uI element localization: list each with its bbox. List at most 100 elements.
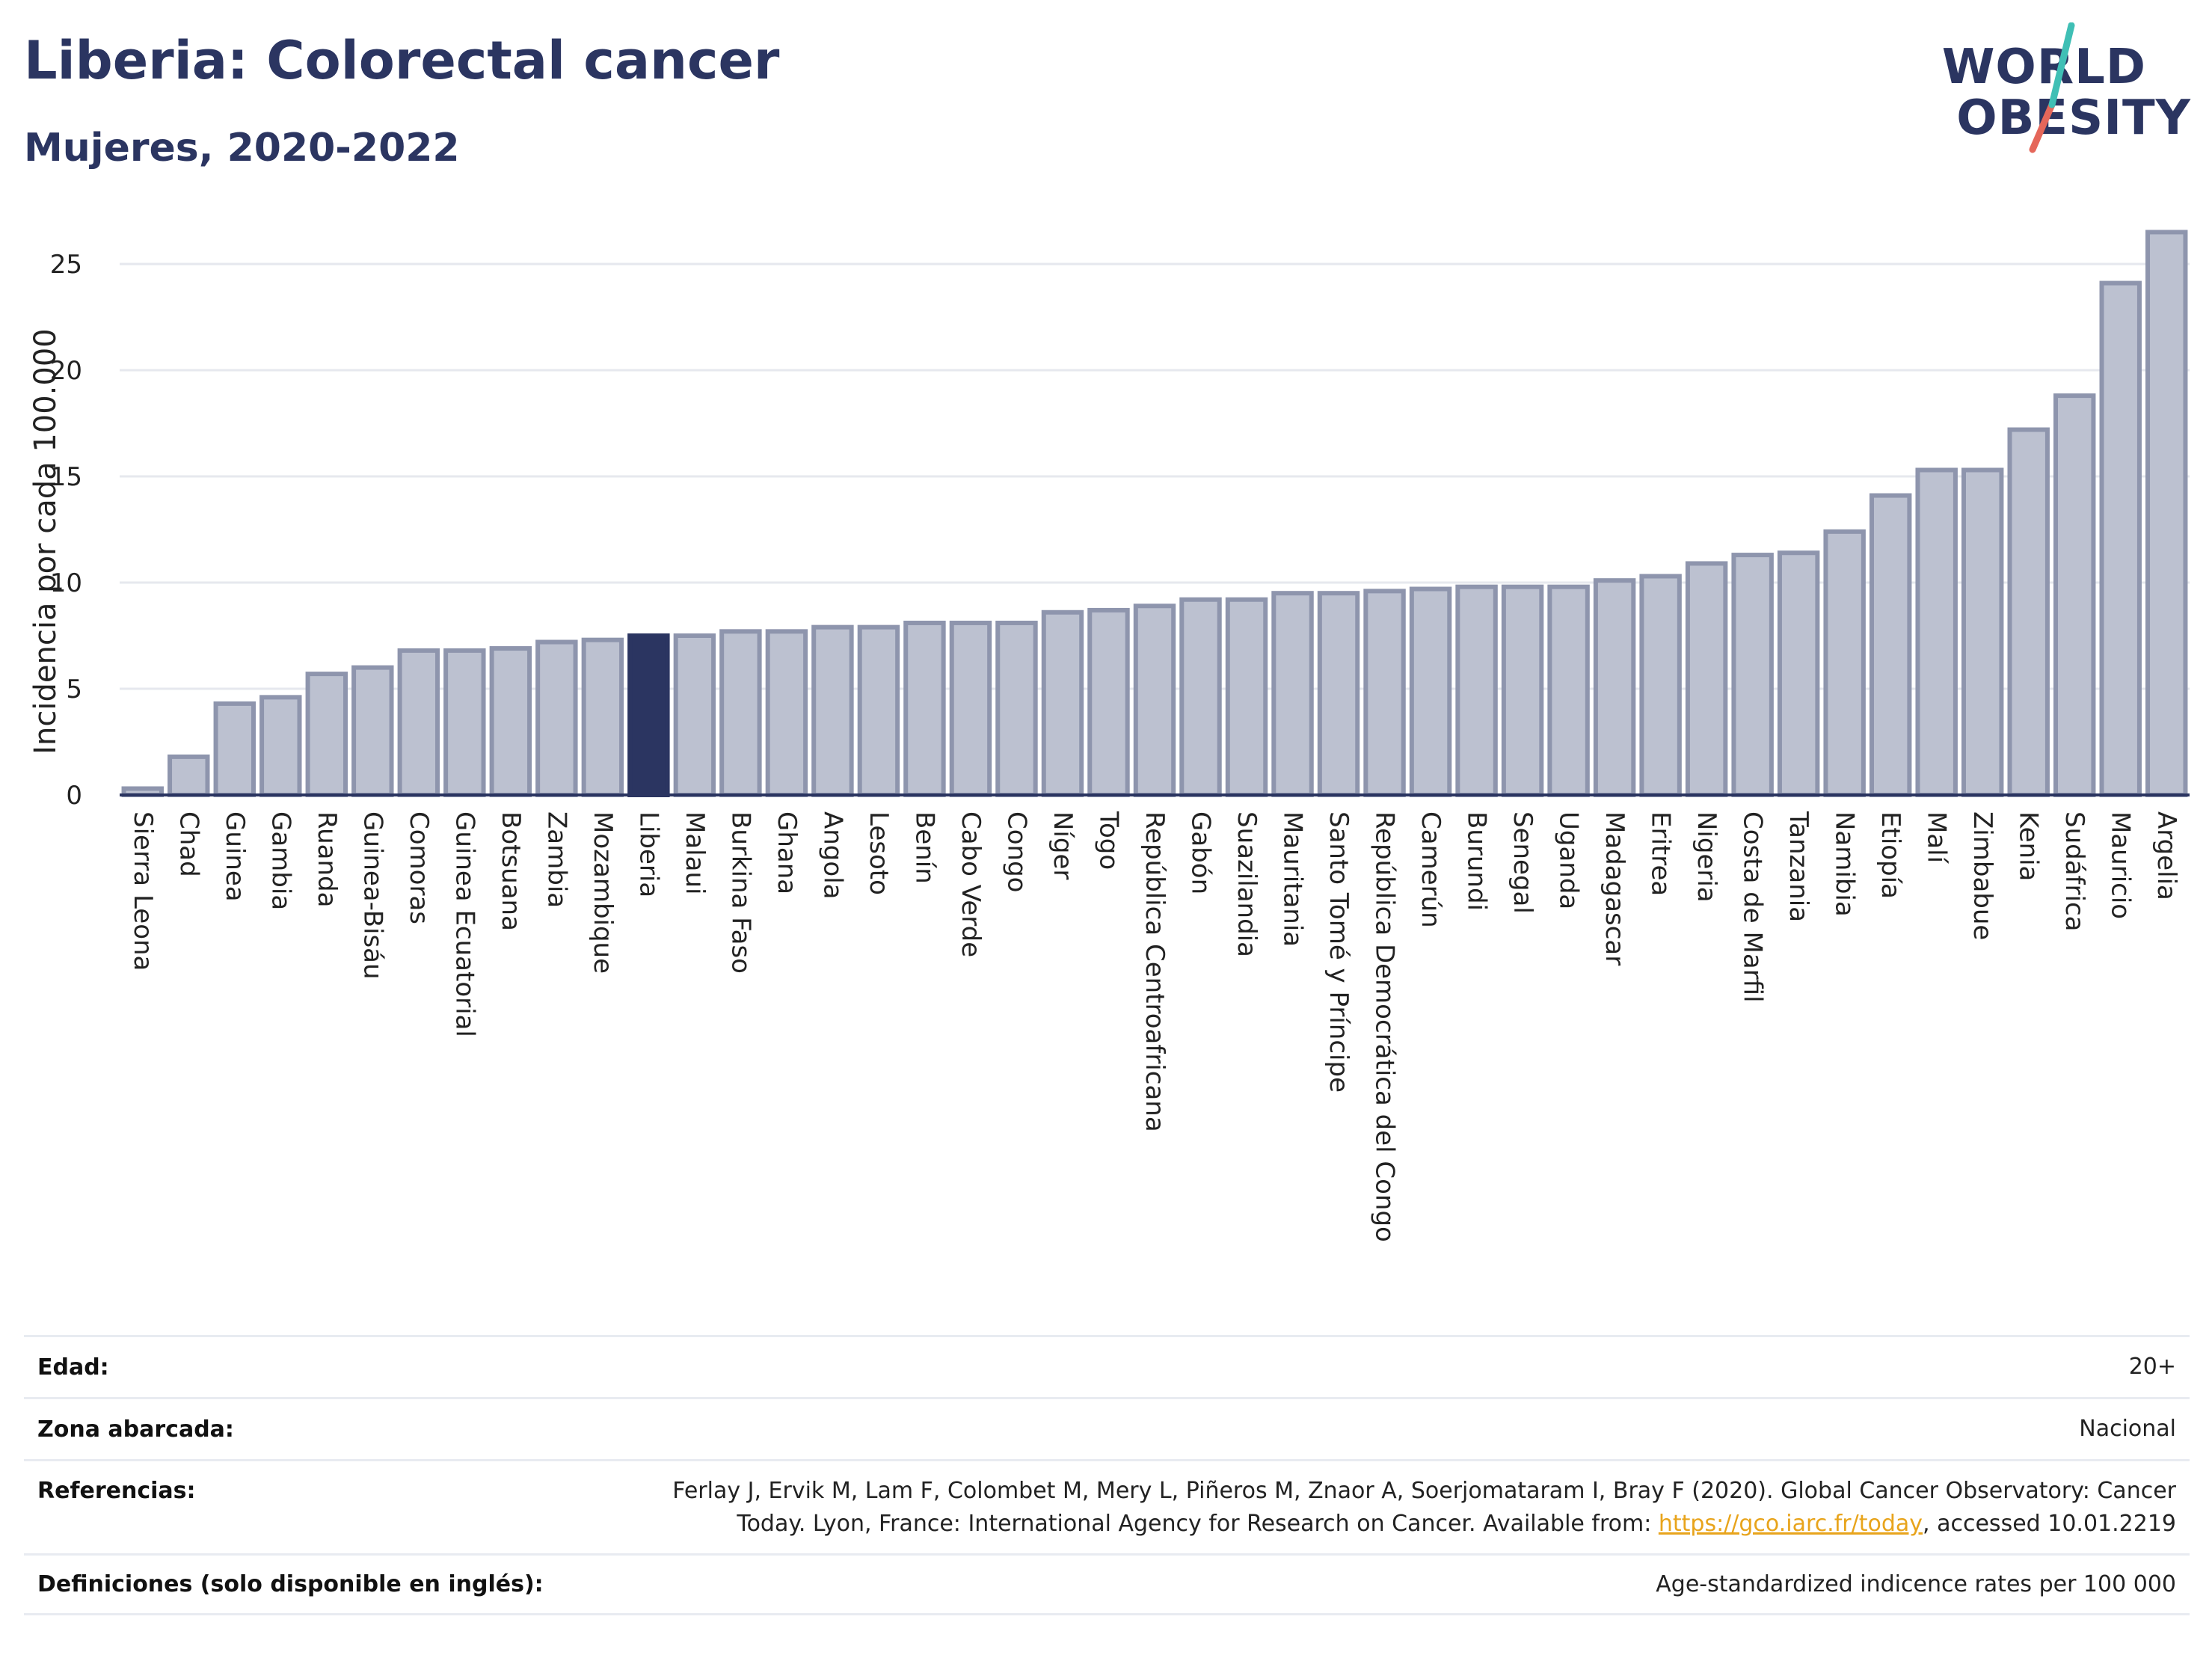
bar-11 [627, 633, 670, 797]
x-tick-label: Angola [817, 811, 847, 899]
y-tick-label: 5 [66, 675, 82, 704]
bar-2 [213, 701, 256, 798]
x-tick-label: Malí [1922, 811, 1952, 865]
x-tick-label: Senegal [1508, 811, 1537, 914]
bar-30 [1501, 584, 1544, 797]
bar-29 [1455, 584, 1498, 797]
meta-label-definitions: Definiciones (solo disponible en inglés)… [37, 1571, 544, 1597]
bar-32 [1593, 578, 1636, 797]
bar-33 [1639, 574, 1682, 797]
x-tick-label: Uganda [1554, 811, 1584, 909]
x-tick-label: Guinea Ecuatorial [449, 811, 479, 1037]
bar-10 [581, 637, 624, 797]
y-axis-label: Incidencia por cada 100.000 [28, 328, 63, 755]
bar-16 [857, 624, 900, 798]
bar-21 [1087, 607, 1130, 797]
bar-40 [1961, 467, 2004, 797]
meta-row-definitions: Definiciones (solo disponible en inglés)… [24, 1553, 2190, 1615]
x-tick-label: Costa de Marfil [1738, 811, 1768, 1003]
x-tick-label: Camerún [1416, 811, 1446, 928]
x-tick-label: Liberia [633, 811, 663, 897]
meta-value-references: Ferlay J, Ervik M, Lam F, Colombet M, Me… [672, 1475, 2176, 1541]
bar-20 [1041, 610, 1084, 798]
bar-22 [1133, 604, 1176, 797]
chart-title: Liberia: Colorectal cancer [24, 30, 780, 91]
bar-4 [305, 672, 348, 797]
bar-44 [2145, 230, 2188, 797]
bar-35 [1731, 553, 1774, 798]
bar-43 [2099, 280, 2142, 797]
bar-26 [1317, 591, 1360, 797]
x-tick-label: Zimbabue [1967, 811, 1997, 940]
bar-28 [1409, 586, 1452, 798]
bar-8 [489, 646, 532, 797]
reference-accessed: , accessed 10.01.2219 [1923, 1511, 2176, 1537]
meta-row-age: Edad: 20+ [24, 1335, 2190, 1397]
x-tick-label: Ruanda [312, 811, 342, 907]
x-tick-label: Madagascar [1600, 811, 1629, 965]
x-tick-label: Togo [1093, 811, 1123, 870]
x-tick-label: Burkina Faso [725, 811, 755, 974]
bar-19 [995, 620, 1038, 798]
x-tick-label: Malaui [680, 811, 710, 894]
bar-42 [2053, 393, 2096, 797]
x-tick-label: Benín [909, 811, 939, 884]
bar-34 [1685, 561, 1728, 797]
bar-18 [949, 620, 992, 798]
bar-36 [1777, 550, 1820, 797]
x-tick-label: Zambia [541, 811, 571, 908]
meta-value-age: 20+ [2128, 1354, 2176, 1380]
meta-label-references: Referencias: [37, 1478, 196, 1504]
x-tick-label: Congo [1001, 811, 1031, 892]
x-tick-label: Mozambique [588, 811, 618, 974]
x-tick-label: Argelia [2151, 811, 2181, 900]
x-tick-label: Mauritania [1278, 811, 1308, 947]
x-tick-label: Etiopía [1875, 811, 1905, 899]
logo-slash-icon [2029, 22, 2075, 153]
bar-6 [397, 648, 440, 797]
reference-line-1: Ferlay J, Ervik M, Lam F, Colombet M, Me… [672, 1478, 2176, 1504]
chart-subtitle: Mujeres, 2020-2022 [24, 126, 460, 171]
bar-1 [168, 754, 210, 798]
bar-15 [811, 624, 854, 798]
bar-27 [1363, 589, 1406, 797]
bar-3 [259, 695, 302, 797]
x-tick-label: Cabo Verde [956, 811, 986, 957]
metadata-table: Edad: 20+ Zona abarcada: Nacional Refere… [24, 1335, 2190, 1615]
x-tick-label: Nigeria [1692, 811, 1721, 903]
meta-value-area: Nacional [2079, 1416, 2176, 1442]
bar-23 [1179, 597, 1222, 797]
x-tick-label: Mauricio [2106, 811, 2136, 919]
reference-link[interactable]: https://gco.iarc.fr/today [1658, 1511, 1923, 1537]
bar-41 [2007, 427, 2050, 798]
x-tick-label: Sierra Leona [128, 811, 158, 971]
reference-line-2: Today. Lyon, France: International Agenc… [672, 1508, 2176, 1541]
x-tick-label: Burundi [1462, 811, 1492, 911]
meta-row-references: Referencias: Ferlay J, Ervik M, Lam F, C… [24, 1459, 2190, 1553]
bar-9 [535, 639, 578, 798]
meta-value-definitions: Age-standardized indicence rates per 100… [1656, 1570, 2176, 1597]
x-tick-label: Comoras [404, 811, 434, 924]
x-tick-label: Eritrea [1646, 811, 1676, 896]
bar-25 [1271, 591, 1314, 797]
reference-text: Today. Lyon, France: International Agenc… [737, 1511, 1659, 1537]
bar-38 [1869, 493, 1912, 797]
x-tick-label: Gabón [1186, 811, 1216, 894]
y-tick-label: 10 [50, 568, 82, 598]
meta-row-area: Zona abarcada: Nacional [24, 1397, 2190, 1459]
bar-39 [1915, 467, 1958, 797]
logo-word-obesity: OBESITY [1956, 90, 2191, 146]
y-tick-label: 15 [50, 462, 82, 492]
x-tick-label: Ghana [772, 811, 802, 894]
bar-31 [1547, 584, 1590, 797]
bar-13 [719, 629, 762, 797]
x-tick-label: Guinea [220, 811, 250, 902]
meta-label-age: Edad: [37, 1354, 109, 1381]
bar-7 [443, 648, 486, 797]
x-tick-label: Kenia [2014, 811, 2044, 881]
y-tick-label: 0 [66, 781, 82, 811]
x-tick-label: Suazilandia [1232, 811, 1262, 957]
world-obesity-logo: WORLD OBESITY [1942, 22, 2191, 157]
x-tick-label: Guinea-Bisáu [357, 811, 387, 980]
bar-37 [1823, 529, 1866, 798]
